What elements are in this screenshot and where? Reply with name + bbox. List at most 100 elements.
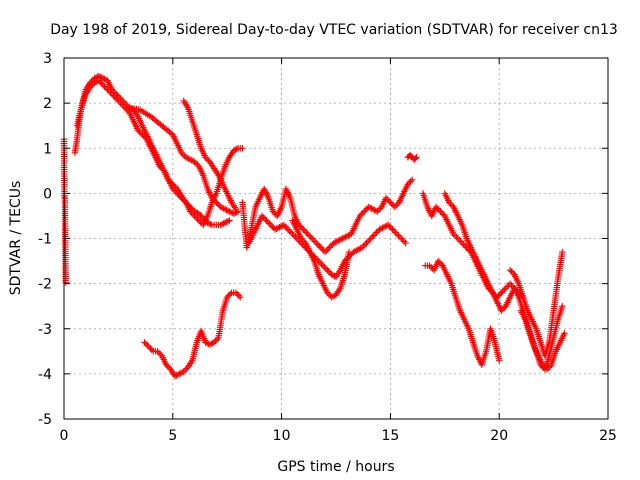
data-point bbox=[276, 224, 283, 231]
x-tick-label: 20 bbox=[490, 428, 508, 444]
data-point bbox=[204, 219, 211, 226]
data-point bbox=[508, 281, 515, 289]
data-point bbox=[231, 209, 239, 217]
data-point bbox=[155, 349, 163, 357]
data-point bbox=[157, 164, 165, 172]
data-point bbox=[453, 233, 460, 241]
data-point bbox=[402, 239, 409, 247]
data-point bbox=[95, 77, 103, 84]
data-point bbox=[398, 235, 405, 242]
data-point bbox=[173, 372, 180, 379]
data-point bbox=[159, 166, 166, 173]
tick-marks bbox=[63, 57, 609, 420]
data-point bbox=[367, 235, 375, 242]
data-point bbox=[208, 340, 215, 347]
data-point bbox=[389, 226, 396, 233]
data-point bbox=[220, 205, 227, 212]
data-point bbox=[295, 221, 303, 229]
series-arc-4 bbox=[180, 97, 240, 213]
data-point bbox=[267, 221, 274, 229]
data-point bbox=[351, 248, 359, 255]
data-point bbox=[185, 202, 192, 209]
data-point bbox=[369, 205, 377, 213]
data-point bbox=[499, 305, 507, 313]
data-point bbox=[194, 215, 201, 223]
data-point bbox=[354, 246, 361, 253]
data-point bbox=[165, 176, 172, 184]
data-point bbox=[198, 213, 206, 220]
data-point bbox=[163, 361, 170, 369]
data-point bbox=[319, 262, 327, 269]
data-point bbox=[376, 226, 383, 233]
data-point bbox=[110, 92, 117, 99]
data-point bbox=[287, 229, 295, 236]
data-point bbox=[379, 224, 386, 232]
data-point bbox=[393, 230, 401, 238]
data-point bbox=[539, 361, 546, 369]
data-point bbox=[124, 107, 132, 114]
data-point bbox=[269, 208, 277, 215]
data-point bbox=[234, 290, 241, 298]
data-point bbox=[205, 220, 213, 227]
data-point bbox=[297, 235, 305, 242]
data-point bbox=[298, 224, 306, 232]
data-point bbox=[371, 230, 379, 238]
data-point bbox=[197, 218, 204, 226]
data-point bbox=[86, 84, 94, 91]
data-point bbox=[318, 260, 325, 268]
data-point bbox=[328, 271, 335, 278]
data-point bbox=[407, 178, 414, 185]
data-point bbox=[435, 257, 442, 265]
data-point bbox=[98, 74, 105, 81]
data-point bbox=[328, 293, 335, 301]
data-point bbox=[540, 363, 548, 370]
x-axis-label: GPS time / hours bbox=[277, 459, 394, 475]
data-point bbox=[117, 99, 124, 107]
y-tick-label: -4 bbox=[38, 367, 52, 383]
data-point bbox=[383, 222, 390, 229]
data-point bbox=[156, 163, 163, 170]
data-point bbox=[232, 289, 240, 296]
data-point bbox=[171, 182, 178, 190]
x-tick-label: 25 bbox=[599, 428, 617, 444]
data-point bbox=[221, 219, 229, 226]
data-point bbox=[319, 245, 326, 253]
data-point bbox=[279, 222, 286, 229]
data-point bbox=[200, 214, 207, 222]
data-point bbox=[361, 241, 369, 248]
data-point bbox=[501, 304, 508, 311]
data-point bbox=[305, 232, 313, 239]
data-point bbox=[385, 221, 392, 229]
data-point bbox=[224, 218, 232, 225]
data-point bbox=[342, 233, 349, 241]
data-point bbox=[324, 245, 332, 253]
data-point bbox=[206, 341, 213, 348]
data-point bbox=[304, 230, 311, 238]
data-point bbox=[329, 293, 337, 300]
data-point bbox=[506, 266, 514, 274]
data-point bbox=[202, 154, 209, 161]
data-point bbox=[286, 227, 293, 235]
data-point bbox=[164, 363, 171, 370]
x-tick-label: 0 bbox=[60, 428, 69, 444]
data-point bbox=[191, 208, 198, 215]
data-point bbox=[284, 226, 292, 233]
data-point bbox=[400, 238, 408, 245]
data-point bbox=[345, 232, 352, 239]
data-point bbox=[108, 90, 116, 98]
data-point bbox=[217, 203, 224, 211]
data-point bbox=[323, 247, 330, 254]
data-point bbox=[360, 242, 367, 250]
data-point bbox=[356, 212, 364, 220]
x-tick-label: 15 bbox=[381, 428, 399, 444]
data-point bbox=[460, 241, 467, 248]
y-tick-label: -1 bbox=[38, 232, 52, 248]
data-point bbox=[440, 211, 447, 218]
data-point bbox=[388, 200, 396, 208]
data-point bbox=[387, 199, 394, 206]
data-point bbox=[459, 239, 466, 247]
data-point bbox=[370, 232, 377, 239]
data-point bbox=[392, 229, 399, 236]
y-axis-label: SDTVAR / TECUs bbox=[8, 181, 24, 296]
